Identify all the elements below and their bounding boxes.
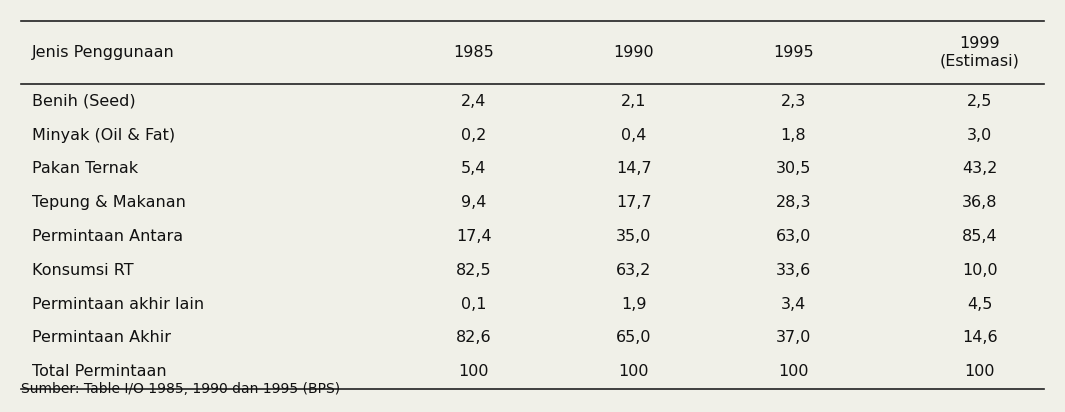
Text: 2,5: 2,5: [967, 94, 993, 109]
Text: 14,7: 14,7: [616, 162, 652, 176]
Text: 0,1: 0,1: [461, 297, 487, 311]
Text: 63,0: 63,0: [775, 229, 812, 244]
Text: 43,2: 43,2: [962, 162, 998, 176]
Text: 4,5: 4,5: [967, 297, 993, 311]
Text: 9,4: 9,4: [461, 195, 487, 210]
Text: 1,9: 1,9: [621, 297, 646, 311]
Text: 100: 100: [619, 364, 649, 379]
Text: 0,2: 0,2: [461, 128, 487, 143]
Text: 100: 100: [965, 364, 995, 379]
Text: 35,0: 35,0: [616, 229, 652, 244]
Text: 2,4: 2,4: [461, 94, 487, 109]
Text: 100: 100: [459, 364, 489, 379]
Text: 82,5: 82,5: [456, 263, 492, 278]
Text: 37,0: 37,0: [775, 330, 812, 345]
Text: Jenis Penggunaan: Jenis Penggunaan: [32, 45, 175, 60]
Text: 14,6: 14,6: [962, 330, 998, 345]
Text: 2,1: 2,1: [621, 94, 646, 109]
Text: 1,8: 1,8: [781, 128, 806, 143]
Text: Permintaan Antara: Permintaan Antara: [32, 229, 183, 244]
Text: Pakan Ternak: Pakan Ternak: [32, 162, 138, 176]
Text: 30,5: 30,5: [775, 162, 812, 176]
Text: 10,0: 10,0: [962, 263, 998, 278]
Text: Benih (Seed): Benih (Seed): [32, 94, 135, 109]
Text: 3,4: 3,4: [781, 297, 806, 311]
Text: Permintaan akhir lain: Permintaan akhir lain: [32, 297, 204, 311]
Text: 1999
(Estimasi): 1999 (Estimasi): [940, 36, 1020, 69]
Text: 63,2: 63,2: [616, 263, 652, 278]
Text: 1985: 1985: [454, 45, 494, 60]
Text: 1990: 1990: [613, 45, 654, 60]
Text: Total Permintaan: Total Permintaan: [32, 364, 166, 379]
Text: Minyak (Oil & Fat): Minyak (Oil & Fat): [32, 128, 175, 143]
Text: 100: 100: [779, 364, 808, 379]
Text: 1995: 1995: [773, 45, 814, 60]
Text: 17,7: 17,7: [616, 195, 652, 210]
Text: 33,6: 33,6: [775, 263, 812, 278]
Text: 85,4: 85,4: [962, 229, 998, 244]
Text: 28,3: 28,3: [775, 195, 812, 210]
Text: Tepung & Makanan: Tepung & Makanan: [32, 195, 185, 210]
Text: 0,4: 0,4: [621, 128, 646, 143]
Text: Permintaan Akhir: Permintaan Akhir: [32, 330, 171, 345]
Text: 2,3: 2,3: [781, 94, 806, 109]
Text: 3,0: 3,0: [967, 128, 993, 143]
Text: Konsumsi RT: Konsumsi RT: [32, 263, 133, 278]
Text: Sumber: Table I/O 1985, 1990 dan 1995 (BPS): Sumber: Table I/O 1985, 1990 dan 1995 (B…: [21, 382, 341, 396]
Text: 65,0: 65,0: [616, 330, 652, 345]
Text: 5,4: 5,4: [461, 162, 487, 176]
Text: 17,4: 17,4: [456, 229, 492, 244]
Text: 36,8: 36,8: [962, 195, 998, 210]
Text: 82,6: 82,6: [456, 330, 492, 345]
